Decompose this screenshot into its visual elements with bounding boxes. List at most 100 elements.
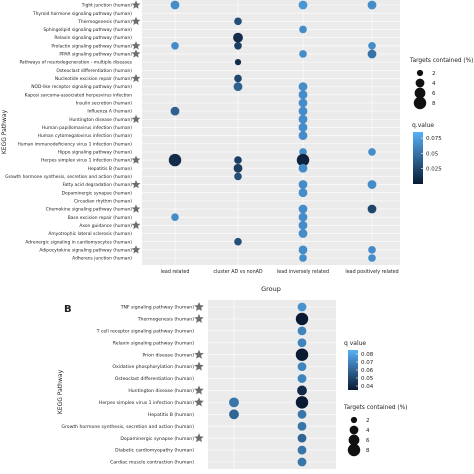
y-tick-label: Herpes simplex virus 1 infection (human) bbox=[99, 400, 194, 406]
y-tick-label: Hepatitis B (human) bbox=[148, 412, 194, 418]
y-tick-label: Hepatitis B (human) bbox=[88, 166, 132, 172]
panel-b-points bbox=[229, 302, 309, 467]
y-tick-label: TNF signaling pathway (human) bbox=[120, 305, 195, 311]
y-tick-label: Thermogenesis (human) bbox=[137, 317, 194, 323]
colorbar-tick-label: 0.025 bbox=[426, 167, 442, 173]
panel-a-color-legend-title: q.value bbox=[412, 122, 434, 129]
data-point bbox=[233, 82, 243, 92]
data-point bbox=[298, 131, 308, 140]
panel-b-color-legend-title: q value bbox=[344, 340, 366, 347]
y-tick-label: Huntington disease (human) bbox=[69, 117, 132, 123]
data-point bbox=[170, 0, 180, 10]
y-tick-label: Dopaminergic synapse (human) bbox=[120, 436, 194, 442]
data-point bbox=[298, 229, 308, 238]
y-tick-label: Prion disease (human) bbox=[142, 352, 194, 358]
panel-a-x-axis-title: Group bbox=[261, 285, 281, 293]
significance-star bbox=[194, 302, 204, 312]
significance-star bbox=[194, 433, 204, 443]
y-tick-label: Adrenergic signaling in cardiomyocytes (… bbox=[25, 239, 132, 245]
colorbar-tick-label: 0.07 bbox=[361, 360, 374, 366]
data-point bbox=[297, 374, 307, 383]
data-point bbox=[299, 254, 307, 262]
data-point bbox=[298, 114, 308, 124]
significance-star bbox=[131, 220, 141, 230]
y-tick-label: Herpes simplex virus 1 infection (human) bbox=[41, 158, 132, 164]
y-tick-label: PPAR signaling pathway (human) bbox=[59, 52, 132, 58]
data-point bbox=[234, 237, 242, 246]
panel-a-size-legend-title: Targets contained (%) bbox=[409, 58, 473, 64]
y-tick-label: Prolactin signaling pathway (human) bbox=[51, 43, 132, 49]
data-point bbox=[234, 74, 242, 83]
data-point bbox=[233, 163, 243, 173]
y-tick-label: Insulin secretion (human) bbox=[76, 101, 132, 107]
y-tick-label: NOD-like receptor signaling pathway (hum… bbox=[31, 84, 132, 90]
data-point bbox=[298, 98, 308, 108]
data-point bbox=[297, 445, 307, 455]
y-tick-label: Hippo signaling pathway (human) bbox=[58, 150, 133, 156]
y-tick-label: T cell receptor signaling pathway (human… bbox=[96, 328, 195, 334]
y-tick-label: Chemokine signaling pathway (human) bbox=[46, 207, 133, 213]
data-point bbox=[297, 302, 307, 312]
data-point bbox=[298, 90, 308, 100]
size-legend-label: 8 bbox=[366, 448, 370, 454]
y-tick-label: Human papillomavirus infection (human) bbox=[42, 125, 132, 131]
y-tick-label: Adherens junction (human) bbox=[72, 256, 132, 262]
y-tick-label: Growth hormone synthesis, secretion and … bbox=[61, 424, 194, 430]
significance-star bbox=[194, 313, 204, 323]
y-tick-label: Huntington disease (human) bbox=[128, 388, 194, 394]
y-tick-label: Thermogenesis (human) bbox=[77, 19, 132, 25]
panel-a-stars bbox=[131, 0, 141, 254]
x-tick-label: cluster AD vs nonAD bbox=[213, 269, 262, 275]
data-point bbox=[298, 180, 308, 189]
size-legend-dot bbox=[414, 87, 426, 99]
data-point bbox=[170, 106, 180, 116]
data-point bbox=[298, 0, 308, 10]
size-legend-label: 2 bbox=[366, 418, 370, 424]
colorbar-tick-label: 0.05 bbox=[361, 376, 374, 382]
data-point bbox=[368, 246, 376, 254]
data-point bbox=[298, 82, 308, 92]
x-tick-label: lead related bbox=[161, 269, 190, 275]
data-point bbox=[229, 397, 239, 408]
panel-a-y-axis-title: KEGG Pathway bbox=[1, 109, 8, 154]
panel-a: Tight junction (human) Thyroid hormone si… bbox=[1, 0, 473, 293]
panel-a-colorbar bbox=[413, 132, 423, 184]
significance-star bbox=[131, 49, 141, 58]
panel-a-points bbox=[168, 0, 377, 262]
significance-star bbox=[194, 361, 204, 371]
data-point bbox=[298, 212, 308, 222]
y-tick-label: Fatty acid degradation (human) bbox=[62, 182, 132, 188]
panel-b-size-legend-title: Targets contained (%) bbox=[343, 405, 407, 411]
y-tick-label: Osteoclast differentiation (human) bbox=[115, 376, 194, 382]
y-tick-label: Human cytomegalovirus infection (human) bbox=[38, 133, 133, 139]
data-point bbox=[298, 204, 308, 214]
data-point bbox=[367, 180, 377, 189]
data-point bbox=[297, 457, 307, 467]
size-legend-dot bbox=[349, 425, 359, 435]
data-point bbox=[298, 188, 308, 198]
significance-star bbox=[131, 245, 141, 254]
colorbar-tick-label: 0.08 bbox=[361, 352, 374, 358]
data-point bbox=[368, 254, 376, 262]
y-tick-label: Thyroid hormone signaling pathway (human… bbox=[32, 11, 132, 17]
size-legend-dot bbox=[347, 443, 361, 457]
panel-a-y-tick-labels: Tight junction (human) Thyroid hormone si… bbox=[5, 3, 132, 262]
significance-star bbox=[131, 179, 141, 189]
size-legend-label: 8 bbox=[432, 101, 436, 107]
significance-star bbox=[131, 204, 141, 213]
y-tick-label: Base excision repair (human) bbox=[68, 215, 133, 221]
colorbar-tick-label: 0.04 bbox=[361, 384, 374, 390]
panel-b-plot-background bbox=[208, 300, 336, 469]
significance-star bbox=[131, 73, 141, 83]
data-point bbox=[368, 41, 376, 50]
data-point bbox=[298, 106, 308, 116]
significance-star bbox=[194, 349, 204, 359]
data-point bbox=[171, 213, 179, 222]
y-tick-label: Circadian rhythm (human) bbox=[74, 198, 132, 204]
data-point bbox=[234, 41, 242, 50]
data-point bbox=[297, 421, 307, 431]
panel-a-color-legend: q.value 0.025 0.05 0.075 bbox=[412, 122, 442, 184]
data-point bbox=[168, 153, 182, 167]
significance-star bbox=[131, 41, 141, 50]
